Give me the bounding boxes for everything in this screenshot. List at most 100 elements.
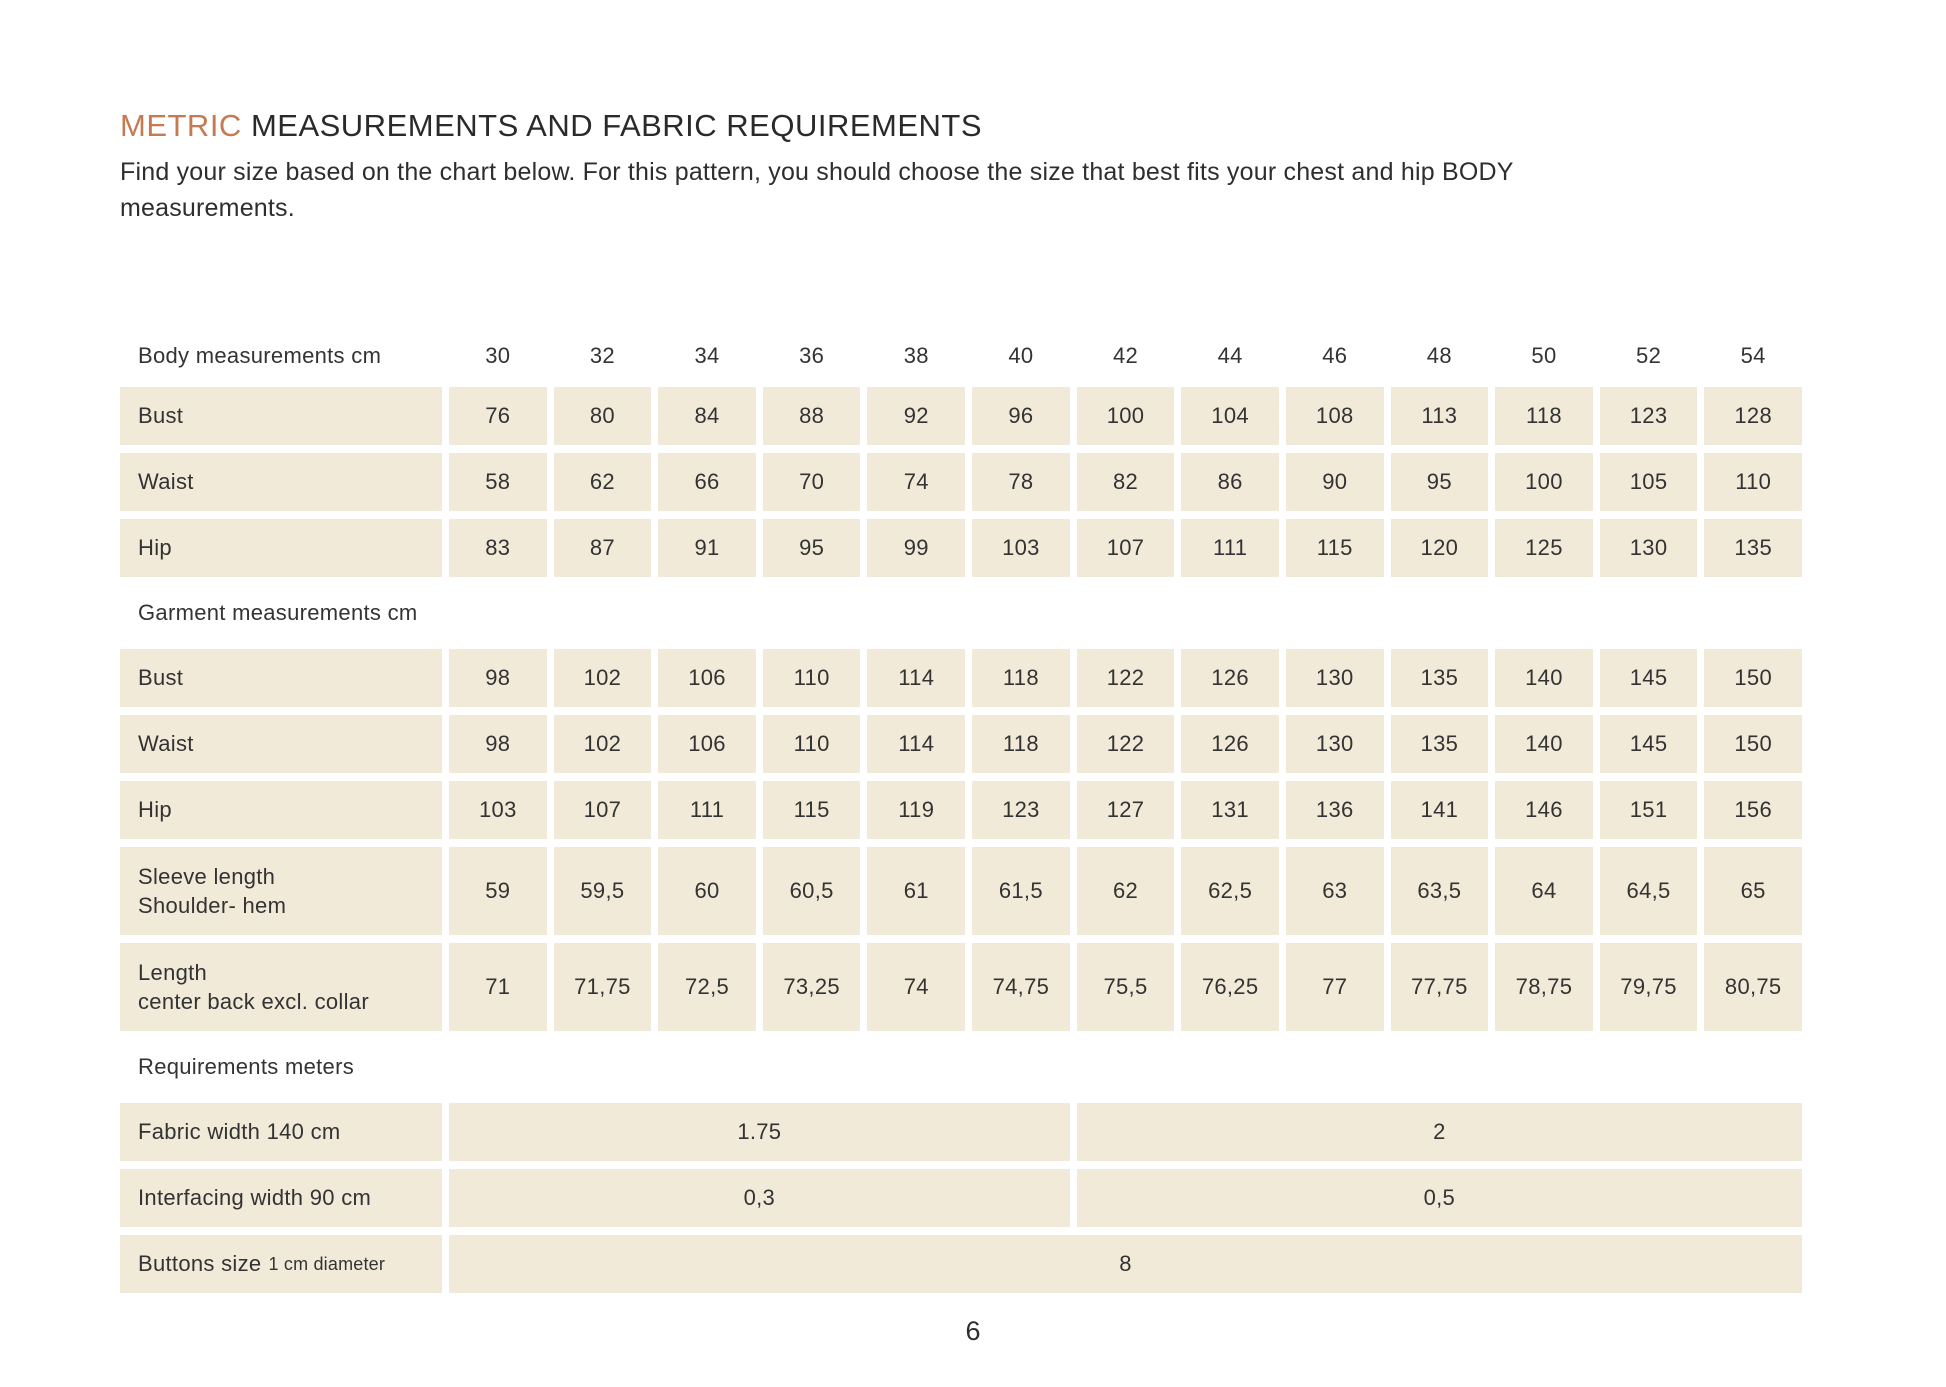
row-label-hip: Hip (120, 519, 442, 577)
table-cell: 92 (867, 387, 966, 445)
table-cell: 150 (1704, 649, 1802, 707)
page-title: METRIC MEASUREMENTS AND FABRIC REQUIREME… (120, 108, 1620, 144)
table-cell: 99 (867, 519, 966, 577)
fabric-width-large-sizes-cell: 2 (1076, 1103, 1802, 1161)
page-header: METRIC MEASUREMENTS AND FABRIC REQUIREME… (120, 108, 1620, 226)
buttons-label: Buttons size (138, 1251, 262, 1276)
table-cell: 135 (1390, 715, 1489, 773)
table-cell: 96 (972, 387, 1070, 445)
table-cell: 125 (1495, 519, 1593, 577)
row-label-line2: Shoulder- hem (138, 893, 287, 918)
table-cell: 136 (1285, 781, 1384, 839)
table-cell: 113 (1390, 387, 1489, 445)
size-header: 44 (1217, 343, 1243, 368)
table-cell: 61 (867, 847, 966, 935)
table-cell: 102 (553, 649, 652, 707)
table-cell: 123 (972, 781, 1070, 839)
table-cell: 104 (1181, 387, 1279, 445)
interfacing-large-sizes-cell: 0,5 (1076, 1169, 1802, 1227)
table-cell: 118 (1495, 387, 1593, 445)
table-cell: 62,5 (1181, 847, 1279, 935)
table-cell: 87 (553, 519, 652, 577)
table-cell: 79,75 (1599, 943, 1698, 1031)
table-cell: 64,5 (1599, 847, 1698, 935)
table-cell: 73,25 (762, 943, 861, 1031)
measurements-table: Body measurements cm 30 32 34 36 38 40 4… (120, 333, 1802, 1293)
row-label-fabric-width: Fabric width 140 cm (120, 1103, 442, 1161)
table-cell: 145 (1599, 649, 1698, 707)
table-cell: 111 (1181, 519, 1279, 577)
table-cell: 63 (1285, 847, 1384, 935)
interfacing-small-sizes-cell: 0,3 (449, 1169, 1070, 1227)
table-cell: 62 (553, 453, 652, 511)
title-rest: MEASUREMENTS AND FABRIC REQUIREMENTS (241, 108, 983, 143)
table-cell: 106 (658, 649, 756, 707)
table-cell: 118 (972, 649, 1070, 707)
row-label-waist: Waist (120, 715, 442, 773)
table-cell: 78 (972, 453, 1070, 511)
row-label-length: Length center back excl. collar (120, 943, 442, 1031)
table-cell: 71 (449, 943, 547, 1031)
table-cell: 111 (658, 781, 756, 839)
table-cell: 130 (1285, 715, 1384, 773)
table-cell: 115 (762, 781, 861, 839)
table-cell: 98 (449, 715, 547, 773)
table-cell: 74 (867, 453, 966, 511)
table-cell: 122 (1076, 715, 1175, 773)
table-cell: 95 (1390, 453, 1489, 511)
table-cell: 114 (867, 649, 966, 707)
table-cell: 130 (1599, 519, 1698, 577)
table-cell: 71,75 (553, 943, 652, 1031)
table-cell: 107 (1076, 519, 1175, 577)
size-header: 30 (485, 343, 511, 368)
table-cell: 127 (1076, 781, 1175, 839)
table-cell: 60,5 (762, 847, 861, 935)
table-cell: 103 (449, 781, 547, 839)
title-accent: METRIC (120, 108, 242, 143)
size-header: 40 (1008, 343, 1034, 368)
table-cell: 135 (1704, 519, 1802, 577)
table-cell: 63,5 (1390, 847, 1489, 935)
table-cell: 106 (658, 715, 756, 773)
table-cell: 83 (449, 519, 547, 577)
buttons-count-cell: 8 (449, 1235, 1802, 1293)
page-intro-text: Find your size based on the chart below.… (120, 158, 1514, 222)
size-header: 32 (589, 343, 615, 368)
table-cell: 105 (1599, 453, 1698, 511)
table-cell: 60 (658, 847, 756, 935)
table-cell: 126 (1181, 649, 1279, 707)
requirements-header: Requirements meters (138, 1054, 354, 1079)
table-cell: 80,75 (1704, 943, 1802, 1031)
table-cell: 115 (1285, 519, 1384, 577)
table-cell: 108 (1285, 387, 1384, 445)
table-cell: 72,5 (658, 943, 756, 1031)
table-cell: 100 (1076, 387, 1175, 445)
size-header: 38 (903, 343, 929, 368)
fabric-width-small-sizes-cell: 1.75 (449, 1103, 1070, 1161)
row-label-bust: Bust (120, 387, 442, 445)
size-header: 34 (694, 343, 720, 368)
table-cell: 76 (449, 387, 547, 445)
table-cell: 151 (1599, 781, 1698, 839)
table-cell: 75,5 (1076, 943, 1175, 1031)
table-cell: 100 (1495, 453, 1593, 511)
buttons-diameter-note: 1 cm diameter (268, 1253, 386, 1274)
table-cell: 156 (1704, 781, 1802, 839)
table-cell: 90 (1285, 453, 1384, 511)
size-header: 42 (1112, 343, 1139, 368)
table-cell: 74,75 (972, 943, 1070, 1031)
table-cell: 102 (553, 715, 652, 773)
table-cell: 150 (1704, 715, 1802, 773)
row-label-line2: center back excl. collar (138, 989, 369, 1014)
table-cell: 141 (1390, 781, 1489, 839)
table-cell: 126 (1181, 715, 1279, 773)
row-label-sleeve-length: Sleeve length Shoulder- hem (120, 847, 442, 935)
table-cell: 114 (867, 715, 966, 773)
table-cell: 110 (762, 649, 861, 707)
row-label-bust: Bust (120, 649, 442, 707)
table-cell: 80 (553, 387, 652, 445)
table-cell: 76,25 (1181, 943, 1279, 1031)
table-cell: 78,75 (1495, 943, 1593, 1031)
size-header: 50 (1531, 343, 1557, 368)
